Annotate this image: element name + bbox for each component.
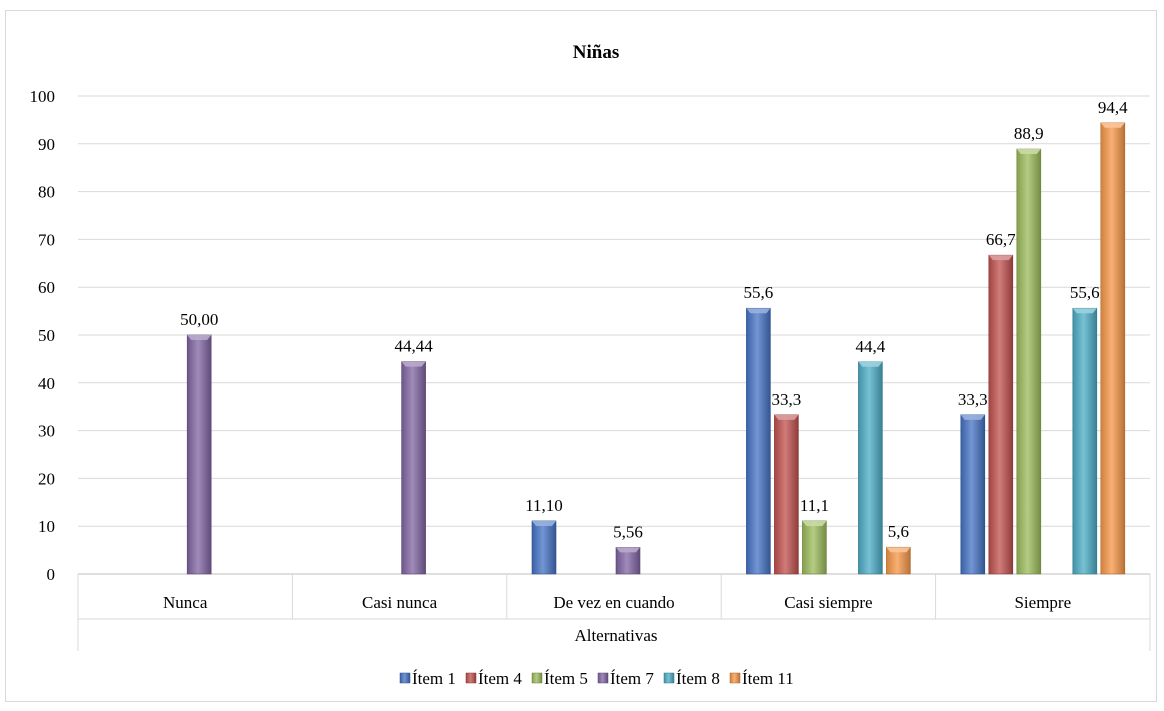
y-tick-label: 80 xyxy=(38,183,55,202)
data-label: 11,10 xyxy=(525,496,563,515)
x-category-label: Casi siempre xyxy=(784,593,872,612)
data-label: 50,00 xyxy=(180,310,218,329)
chart-title: Niñas xyxy=(573,42,619,63)
y-tick-label: 40 xyxy=(38,374,55,393)
data-label: 44,4 xyxy=(856,337,886,356)
legend-label: Ítem 5 xyxy=(544,669,588,688)
bar xyxy=(531,520,557,575)
legend-label: Ítem 11 xyxy=(742,669,794,688)
legend-swatch xyxy=(399,672,411,684)
legend-swatch xyxy=(465,672,477,684)
y-tick-label: 20 xyxy=(38,469,55,488)
bar-cap xyxy=(774,414,799,420)
data-label: 33,3 xyxy=(772,390,802,409)
data-label: 44,44 xyxy=(394,337,433,356)
y-axis: 0 10 20 30 40 50 60 70 80 90 100 xyxy=(30,87,56,584)
bar-cap xyxy=(1072,308,1097,314)
bar-cap xyxy=(1100,122,1125,128)
x-axis-title: Alternativas xyxy=(574,626,657,645)
x-category-label: Nunca xyxy=(163,593,208,612)
bar-cap xyxy=(187,335,212,340)
bar xyxy=(802,520,827,575)
data-label: 88,9 xyxy=(1014,124,1044,143)
legend-label: Ítem 1 xyxy=(412,669,456,688)
data-label: 5,6 xyxy=(888,522,909,541)
bar xyxy=(1072,307,1098,575)
bar xyxy=(186,334,212,575)
data-label: 55,6 xyxy=(744,283,774,302)
bar-cap xyxy=(988,255,1013,261)
bar-cap xyxy=(616,547,640,553)
legend-swatch xyxy=(597,672,609,684)
y-tick-label: 0 xyxy=(47,565,56,584)
x-category-label: Siempre xyxy=(1014,593,1071,612)
x-axis: Nunca Casi nunca De vez en cuando Casi siem… xyxy=(77,574,1151,651)
data-label: 66,7 xyxy=(986,230,1016,249)
y-tick-label: 60 xyxy=(38,278,55,297)
bar-cap xyxy=(802,520,827,526)
data-label: 11,1 xyxy=(800,496,829,515)
y-tick-label: 90 xyxy=(38,135,55,154)
y-tick-label: 10 xyxy=(38,517,55,536)
bar-cap xyxy=(1016,149,1041,155)
legend-swatch xyxy=(663,672,675,684)
bar xyxy=(1016,148,1042,575)
x-category-label: De vez en cuando xyxy=(553,593,674,612)
legend-label: Ítem 7 xyxy=(610,669,654,688)
bar-cap xyxy=(858,361,883,367)
bar xyxy=(774,414,799,575)
legend-swatch xyxy=(729,672,741,684)
x-category-label: Casi nunca xyxy=(362,593,438,612)
data-labels: 50,00 44,44 11,10 5,56 55,6 33,3 11,1 44,4 5,6 33… xyxy=(180,98,1128,542)
legend: Ítem 1 Ítem 4 Ítem 5 Ítem 7 Ítem 8 Ítem 11 xyxy=(399,669,794,688)
y-tick-label: 70 xyxy=(38,230,55,249)
bar-cap xyxy=(532,520,556,526)
data-label: 33,3 xyxy=(958,390,988,409)
bar xyxy=(858,361,883,575)
data-label: 94,4 xyxy=(1098,98,1128,117)
data-label: 5,56 xyxy=(613,522,643,541)
data-label: 55,6 xyxy=(1070,283,1100,302)
legend-swatch xyxy=(531,672,543,684)
y-tick-label: 30 xyxy=(38,422,55,441)
bar-cap xyxy=(746,308,771,314)
legend-label: Ítem 8 xyxy=(676,669,720,688)
bar-cap xyxy=(960,414,985,420)
legend-label: Ítem 4 xyxy=(478,669,522,688)
y-tick-label: 100 xyxy=(30,87,56,106)
bar xyxy=(1100,122,1126,575)
bar-cap xyxy=(401,361,426,367)
y-tick-label: 50 xyxy=(38,326,55,345)
bars xyxy=(186,122,1126,575)
bar xyxy=(746,307,771,575)
bar xyxy=(988,254,1014,575)
bar xyxy=(401,361,426,575)
bar xyxy=(960,414,986,575)
bar-cap xyxy=(886,547,911,553)
